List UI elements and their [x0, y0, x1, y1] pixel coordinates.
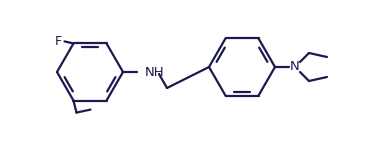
Text: F: F	[54, 35, 61, 48]
Text: NH: NH	[145, 66, 165, 78]
Text: N: N	[290, 60, 300, 74]
